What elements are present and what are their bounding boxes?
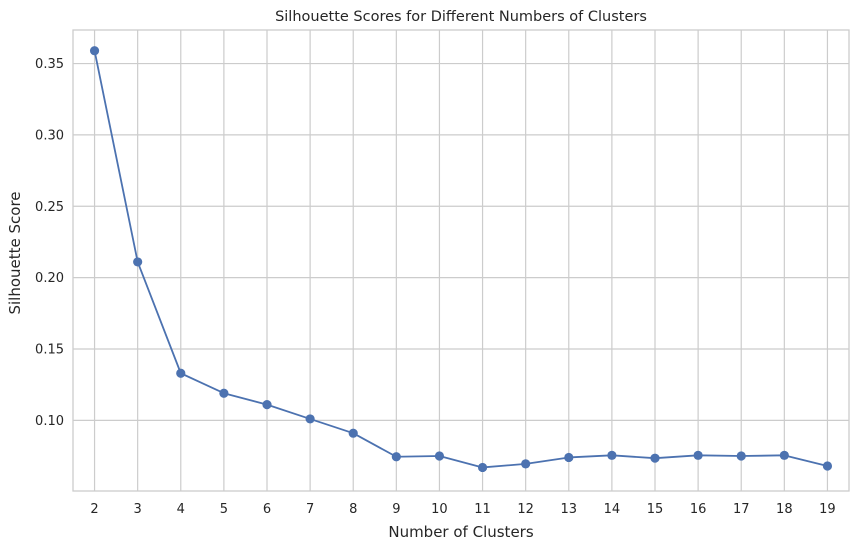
x-tick-label: 7 [306,502,314,517]
data-point [822,461,833,471]
series-line [93,50,828,469]
data-point [564,452,574,463]
x-tick-label: 9 [392,502,400,517]
data-point [477,462,488,473]
data-point [262,400,272,410]
data-point [305,414,315,424]
x-tick-label: 5 [220,502,228,517]
plot-area: 2 3 4 5 6 7 8 9 10 11 12 13 14 15 16 17 18 19 0.10 0.15 0.20… [35,29,850,517]
data-point [736,451,746,461]
x-axis-label: Number of Clusters [388,523,533,541]
data-point [219,388,229,398]
y-tick-label: 0.15 [35,342,64,357]
y-tick-label: 0.35 [35,57,64,72]
x-tick-label: 16 [690,502,707,517]
data-point [650,453,660,463]
x-tick-label: 10 [431,502,448,517]
data-point [607,450,617,460]
x-tick-label: 3 [134,502,142,517]
y-tick-label: 0.10 [35,414,64,429]
y-tick-label: 0.25 [35,200,64,215]
x-tick-label: 13 [561,502,578,517]
x-tick-label: 2 [90,502,98,517]
data-point [693,450,703,460]
data-point [779,450,789,460]
x-tick-label: 18 [776,502,793,517]
y-tick-label: 0.20 [35,271,64,286]
x-tick-label: 19 [819,502,836,517]
data-point [348,428,358,438]
data-point [133,257,143,267]
data-point [434,451,445,461]
x-tick-label: 15 [647,502,664,517]
data-point [89,46,100,56]
x-tick-label: 12 [517,502,534,517]
data-point [521,459,531,469]
y-axis-label: Silhouette Score [6,191,24,314]
plot-frame [72,29,850,492]
y-tick-label: 0.30 [35,128,64,143]
x-tick-label: 8 [349,502,357,517]
x-tick-label: 6 [263,502,271,517]
chart-title: Silhouette Scores for Different Numbers … [275,9,647,25]
x-tick-label: 11 [474,502,491,517]
x-tick-label: 4 [177,502,185,517]
data-point [391,452,401,462]
x-tick-label: 17 [733,502,750,517]
x-tick-label: 14 [604,502,621,517]
data-point [176,368,186,378]
